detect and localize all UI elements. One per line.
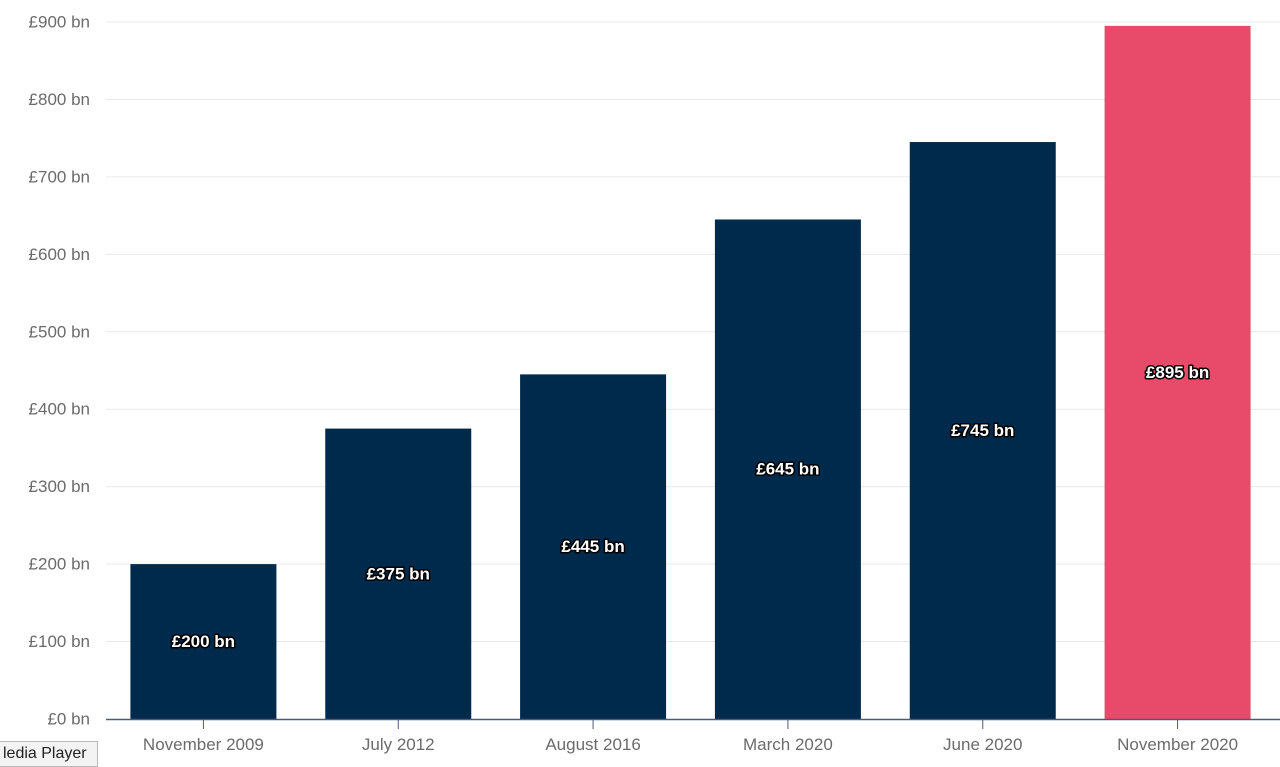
y-tick-label: £0 bn <box>47 710 90 729</box>
bar <box>909 142 1056 720</box>
gridlines <box>106 21 1280 643</box>
data-label: £375 bn <box>367 564 430 583</box>
data-label: £745 bn <box>951 421 1014 440</box>
x-tick-label: March 2020 <box>743 735 833 754</box>
x-tick-label: November 2009 <box>143 735 264 754</box>
y-tick-label: £500 bn <box>29 322 90 341</box>
data-labels: £200 bn £375 bn £445 bn £645 bn £745 bn £895 … <box>170 361 1210 652</box>
y-axis-tick-labels: £0 bn £100 bn £200 bn £300 bn £400 bn £500 bn… <box>29 13 90 729</box>
data-label: £200 bn <box>172 632 235 651</box>
y-tick-label: £800 bn <box>29 90 90 109</box>
y-tick-label: £200 bn <box>29 555 90 574</box>
bar <box>714 219 861 719</box>
data-label: £645 bn <box>756 460 819 479</box>
bar <box>130 564 277 719</box>
bars <box>130 25 1251 720</box>
data-label: £445 bn <box>561 537 624 556</box>
x-tick-label: July 2012 <box>362 735 435 754</box>
x-tick-label: August 2016 <box>545 735 640 754</box>
y-tick-label: £900 bn <box>29 13 90 32</box>
bar <box>1104 25 1251 720</box>
bar <box>520 374 667 719</box>
x-tick-label: November 2020 <box>1117 735 1238 754</box>
media-player-tooltip: ledia Player <box>0 741 98 767</box>
x-axis-tick-labels: November 2009 July 2012 August 2016 March 2… <box>143 735 1238 754</box>
bar <box>325 428 472 719</box>
data-label: £895 bn <box>1146 363 1209 382</box>
y-tick-label: £300 bn <box>29 477 90 496</box>
y-tick-label: £400 bn <box>29 400 90 419</box>
x-axis <box>106 718 1280 729</box>
y-tick-label: £600 bn <box>29 245 90 264</box>
y-tick-label: £700 bn <box>29 167 90 186</box>
y-tick-label: £100 bn <box>29 632 90 651</box>
x-tick-label: June 2020 <box>943 735 1022 754</box>
